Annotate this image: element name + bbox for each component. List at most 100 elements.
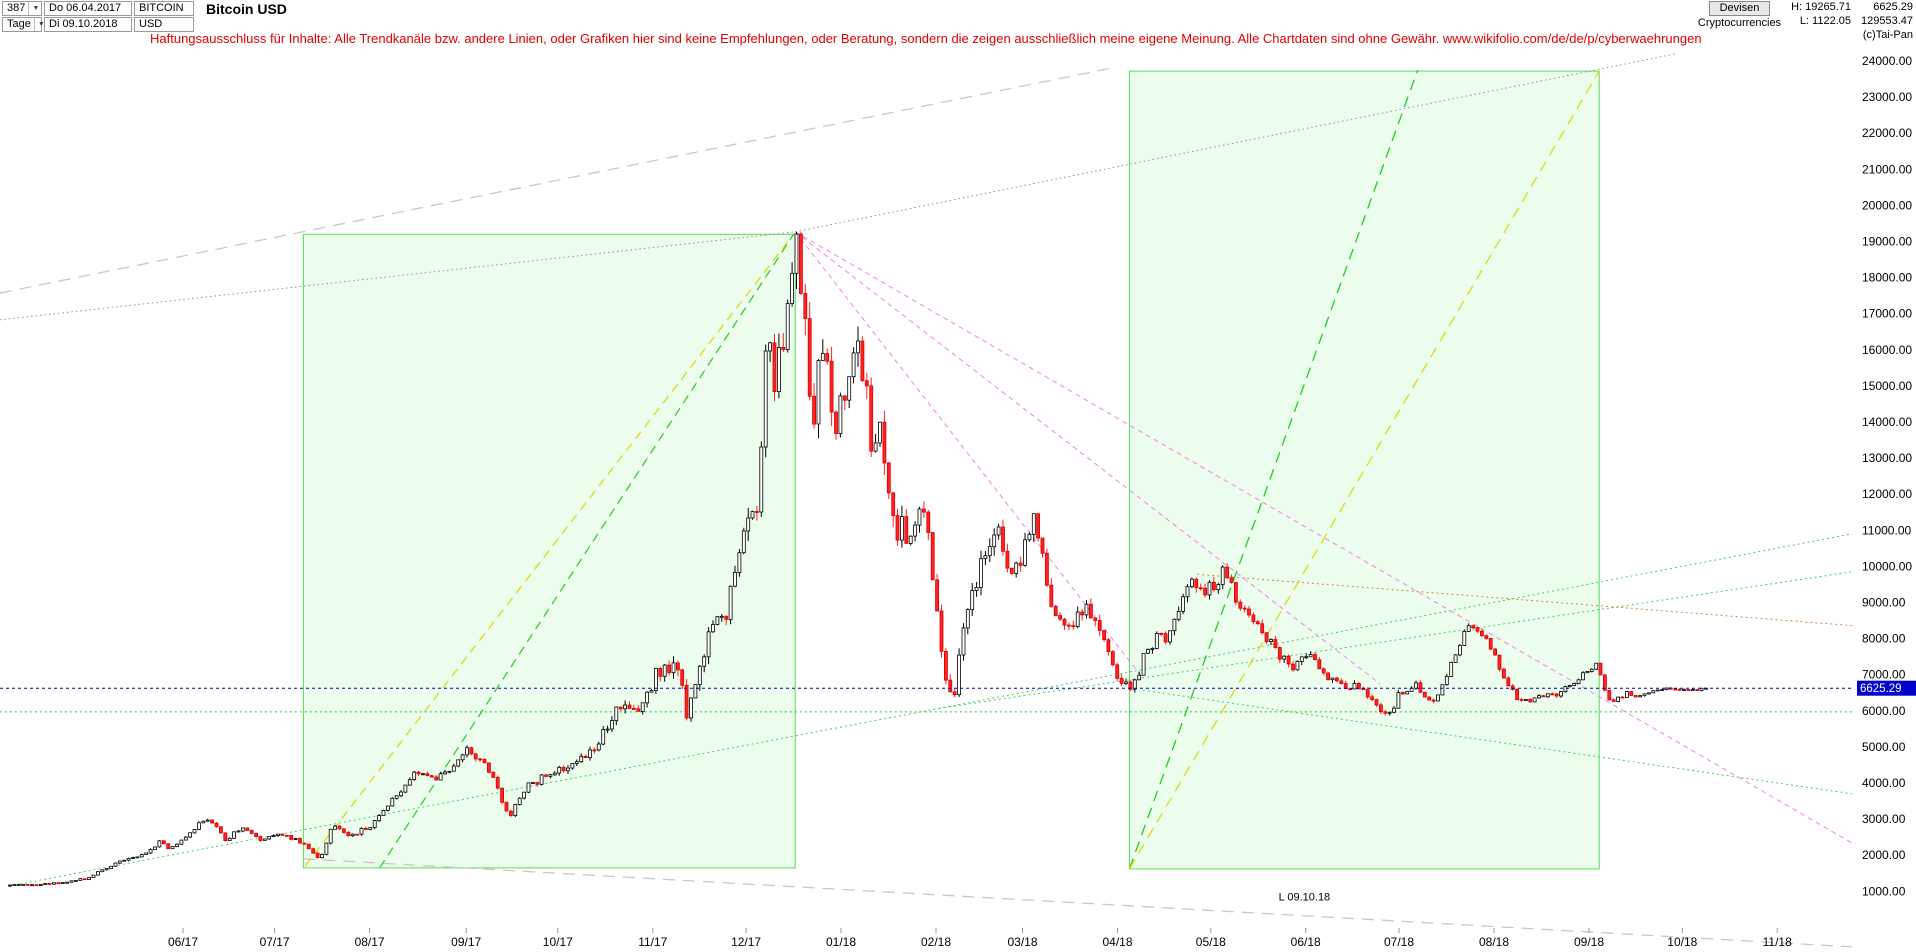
candle xyxy=(306,843,311,850)
candle xyxy=(1295,661,1300,671)
candle xyxy=(495,777,500,789)
candle xyxy=(1431,699,1436,702)
candle xyxy=(1172,618,1177,632)
candle xyxy=(60,882,65,885)
candle xyxy=(1392,707,1396,713)
candle xyxy=(790,272,794,304)
dotted-resistance-to-peak xyxy=(0,231,796,321)
candle xyxy=(1216,584,1221,591)
candle xyxy=(623,704,627,710)
candle xyxy=(1506,677,1511,687)
candle xyxy=(882,421,887,464)
candle xyxy=(1422,691,1427,698)
candle xyxy=(1277,647,1282,660)
candle xyxy=(1106,639,1111,653)
candle xyxy=(1638,695,1642,698)
candle xyxy=(1286,655,1291,665)
candle xyxy=(1585,671,1590,674)
candle xyxy=(1581,672,1585,681)
candle xyxy=(996,526,1001,536)
pink-decline-line-1 xyxy=(794,231,1853,844)
candle xyxy=(632,708,636,710)
candle xyxy=(188,832,193,838)
svg-text:07/18: 07/18 xyxy=(1384,935,1414,949)
candle xyxy=(1264,632,1269,643)
candle xyxy=(1291,663,1295,671)
candle xyxy=(1541,695,1546,698)
candle xyxy=(1554,693,1559,697)
svg-text:19000.00: 19000.00 xyxy=(1862,235,1912,249)
candle xyxy=(469,747,474,755)
candle xyxy=(1436,694,1440,702)
gray-channel-lower xyxy=(303,858,1852,948)
candle xyxy=(302,842,307,845)
candle xyxy=(724,615,729,620)
candle xyxy=(372,820,377,828)
candle xyxy=(878,421,882,444)
candle xyxy=(987,546,992,557)
end-date-field[interactable]: Di 09.10.2018 xyxy=(44,17,132,32)
candle xyxy=(1203,587,1207,596)
start-date-field[interactable]: Do 06.04.2017 xyxy=(44,1,132,16)
candle xyxy=(557,766,562,774)
svg-text:06/17: 06/17 xyxy=(168,935,198,949)
category-button[interactable]: Devisen xyxy=(1708,1,1771,16)
candle xyxy=(262,838,267,841)
period-select[interactable]: Tage ▼ xyxy=(2,17,45,32)
candle xyxy=(1576,679,1581,684)
candle xyxy=(1089,603,1093,619)
candle xyxy=(930,532,935,581)
candle xyxy=(144,852,149,856)
candle xyxy=(1510,685,1515,690)
candle xyxy=(601,729,606,745)
candle xyxy=(667,664,671,674)
candle xyxy=(610,720,614,730)
candle xyxy=(1154,633,1159,649)
candle xyxy=(728,585,733,620)
candle xyxy=(908,535,913,544)
candle xyxy=(1594,662,1599,670)
candle xyxy=(1466,625,1471,632)
bar-count-select[interactable]: 387 ▼ xyxy=(2,1,42,16)
green-rally-trendline xyxy=(379,233,795,869)
disclaimer-text: Haftungsausschluss für Inhalte: Alle Tre… xyxy=(150,31,1702,46)
candle xyxy=(1212,581,1216,591)
candle xyxy=(223,832,228,841)
candle xyxy=(807,318,812,397)
candle xyxy=(1502,668,1506,679)
candle xyxy=(1519,699,1524,701)
candle xyxy=(451,765,456,772)
candle xyxy=(548,774,553,777)
candle xyxy=(1067,624,1071,627)
candle xyxy=(293,838,298,840)
green-dotted-ascending-2 xyxy=(939,571,1852,709)
candle xyxy=(183,836,188,841)
symbol-field[interactable]: BITCOIN xyxy=(134,1,194,16)
candle xyxy=(135,856,140,859)
candle xyxy=(812,395,816,425)
candle xyxy=(715,616,720,625)
svg-text:10000.00: 10000.00 xyxy=(1862,559,1912,573)
candle xyxy=(1150,648,1155,650)
candle xyxy=(1462,631,1467,646)
candle xyxy=(21,884,26,886)
candle xyxy=(1633,695,1638,698)
candle xyxy=(245,827,250,831)
yellow-rally-trendline xyxy=(304,233,795,867)
candle xyxy=(170,846,175,850)
candle xyxy=(803,292,808,319)
candle xyxy=(109,865,113,869)
svg-text:16000.00: 16000.00 xyxy=(1862,343,1912,357)
candle xyxy=(284,835,289,837)
candle xyxy=(895,515,900,541)
candle xyxy=(139,854,144,858)
candle xyxy=(605,728,610,731)
candle xyxy=(1620,696,1625,699)
candle xyxy=(91,874,96,878)
symbol-value: BITCOIN xyxy=(139,2,184,14)
candle xyxy=(104,868,109,871)
candle xyxy=(1031,513,1036,535)
candle xyxy=(768,342,772,352)
candle xyxy=(1563,686,1568,692)
